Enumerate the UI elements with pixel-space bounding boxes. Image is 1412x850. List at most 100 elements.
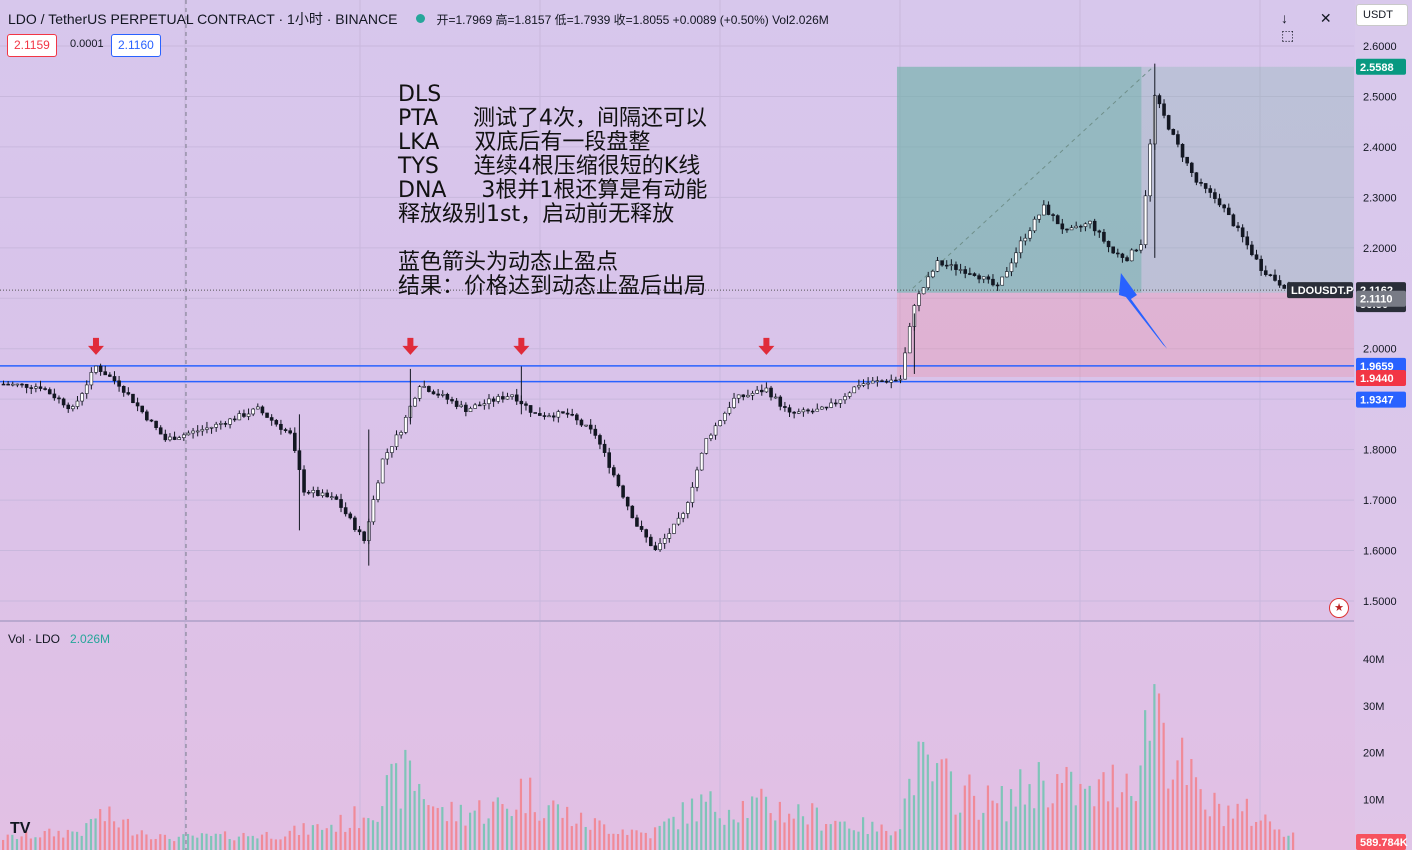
volume-bar[interactable]	[783, 822, 786, 850]
volume-bar[interactable]	[205, 833, 208, 850]
volume-bar[interactable]	[1042, 780, 1045, 850]
candle[interactable]	[75, 400, 80, 407]
candle[interactable]	[1277, 280, 1282, 286]
candle[interactable]	[551, 415, 556, 418]
candle[interactable]	[889, 379, 894, 383]
candle[interactable]	[172, 436, 177, 440]
volume-bar[interactable]	[316, 824, 319, 850]
candle[interactable]	[61, 398, 66, 406]
volume-bar[interactable]	[15, 839, 19, 850]
candle[interactable]	[884, 380, 889, 383]
candle[interactable]	[1268, 274, 1273, 276]
candle[interactable]	[464, 404, 468, 412]
candle[interactable]	[390, 446, 394, 453]
candle[interactable]	[454, 400, 459, 407]
candle[interactable]	[376, 482, 380, 500]
volume-bar[interactable]	[515, 809, 518, 850]
volume-bar[interactable]	[223, 831, 227, 850]
volume-bar[interactable]	[542, 818, 546, 850]
volume-bar[interactable]	[159, 834, 162, 850]
volume-bar[interactable]	[912, 795, 916, 850]
candle[interactable]	[1000, 276, 1005, 286]
volume-bar[interactable]	[464, 825, 467, 850]
candle[interactable]	[302, 469, 306, 493]
candle[interactable]	[1088, 220, 1092, 225]
candle[interactable]	[1194, 172, 1199, 183]
volume-bar[interactable]	[732, 819, 735, 850]
volume-bar[interactable]	[1292, 832, 1295, 850]
candle[interactable]	[695, 469, 699, 488]
volume-bar[interactable]	[1185, 785, 1188, 850]
volume-bar[interactable]	[926, 754, 929, 850]
candle[interactable]	[191, 430, 195, 434]
candle[interactable]	[371, 499, 376, 523]
candle[interactable]	[954, 264, 958, 270]
candle[interactable]	[84, 384, 89, 394]
candle[interactable]	[1018, 240, 1023, 254]
volume-bar[interactable]	[894, 831, 897, 850]
candle[interactable]	[269, 417, 274, 421]
candle[interactable]	[944, 264, 949, 267]
volume-bar[interactable]	[270, 838, 273, 850]
volume-bar[interactable]	[367, 818, 370, 850]
candle[interactable]	[833, 402, 838, 405]
candle[interactable]	[1111, 246, 1115, 254]
candle[interactable]	[15, 383, 20, 386]
candle[interactable]	[117, 380, 121, 387]
volume-bar[interactable]	[1028, 784, 1031, 850]
volume-bar[interactable]	[658, 825, 661, 850]
currency-select[interactable]: USDT	[1356, 4, 1408, 26]
candle[interactable]	[385, 452, 390, 460]
volume-bar[interactable]	[922, 741, 925, 850]
volume-bar[interactable]	[968, 774, 971, 850]
volume-bar[interactable]	[815, 807, 818, 850]
candle[interactable]	[741, 394, 746, 398]
volume-bar[interactable]	[1181, 737, 1184, 850]
candle[interactable]	[732, 397, 736, 408]
volume-bar[interactable]	[538, 820, 541, 850]
candle[interactable]	[593, 428, 598, 436]
volume-bar[interactable]	[931, 781, 934, 850]
candle[interactable]	[1213, 192, 1217, 199]
candle[interactable]	[200, 429, 205, 432]
volume-bar[interactable]	[455, 821, 458, 850]
candle[interactable]	[1083, 223, 1088, 227]
candle[interactable]	[163, 433, 168, 441]
candle[interactable]	[320, 492, 325, 496]
volume-bar[interactable]	[1287, 835, 1290, 850]
candle[interactable]	[1134, 249, 1139, 252]
volume-bar[interactable]	[635, 830, 638, 850]
candle[interactable]	[1282, 284, 1287, 289]
volume-bar[interactable]	[986, 785, 990, 850]
volume-bar[interactable]	[1162, 722, 1165, 850]
candle[interactable]	[820, 406, 824, 410]
candle[interactable]	[875, 380, 880, 383]
candle[interactable]	[778, 396, 783, 407]
volume-bar[interactable]	[644, 832, 647, 850]
candle[interactable]	[1250, 244, 1254, 256]
candle[interactable]	[1120, 253, 1125, 258]
volume-bar[interactable]	[959, 812, 962, 850]
candle[interactable]	[487, 398, 491, 404]
candle[interactable]	[514, 394, 519, 402]
volume-bar[interactable]	[43, 831, 46, 850]
candle[interactable]	[422, 386, 427, 388]
pane-toolbar[interactable]: ↓ ✕ ⤢ ⬚	[1281, 10, 1389, 43]
volume-bar[interactable]	[325, 828, 328, 850]
candle[interactable]	[759, 389, 764, 393]
volume-bar[interactable]	[949, 771, 953, 850]
candle[interactable]	[43, 388, 47, 390]
candle[interactable]	[926, 276, 931, 288]
volume-bar[interactable]	[552, 800, 555, 850]
volume-bar[interactable]	[427, 805, 430, 850]
volume-bar[interactable]	[829, 824, 832, 850]
volume-bar[interactable]	[233, 840, 236, 850]
volume-bar[interactable]	[820, 830, 823, 850]
volume-bar[interactable]	[686, 823, 689, 850]
candle[interactable]	[722, 412, 727, 421]
volume-bar[interactable]	[186, 833, 190, 850]
volume-bar[interactable]	[1014, 806, 1017, 850]
volume-bar[interactable]	[640, 832, 643, 850]
candle[interactable]	[1074, 225, 1078, 229]
volume-bar[interactable]	[413, 790, 416, 850]
